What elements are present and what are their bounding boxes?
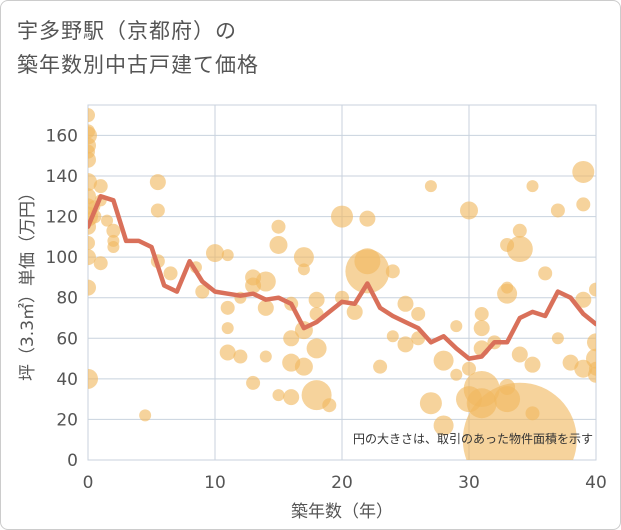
data-bubble — [433, 415, 454, 436]
data-bubble — [587, 333, 596, 352]
data-bubble — [220, 300, 235, 315]
data-bubble — [233, 349, 248, 364]
data-bubble — [462, 361, 476, 376]
data-bubble — [331, 205, 353, 228]
x-axis-title: 築年数（年） — [291, 502, 393, 522]
x-tick-label: 30 — [458, 473, 480, 493]
data-bubble — [149, 174, 166, 191]
data-bubble — [106, 223, 121, 238]
data-bubble — [150, 203, 165, 218]
y-tick-label: 20 — [56, 410, 78, 430]
data-bubble — [297, 263, 310, 276]
average-price-line — [88, 194, 596, 361]
x-tick-label: 10 — [204, 473, 226, 493]
data-bubble — [283, 389, 300, 406]
data-bubble — [246, 375, 261, 390]
x-tick-label: 40 — [585, 473, 607, 493]
data-bubble — [206, 244, 224, 263]
data-bubble — [524, 356, 541, 373]
data-bubble — [450, 320, 463, 333]
data-bubble — [255, 271, 276, 292]
data-bubble — [474, 306, 489, 321]
data-bubble — [195, 284, 210, 299]
data-bubble — [424, 180, 437, 193]
data-bubble — [450, 368, 463, 381]
data-bubble — [397, 336, 414, 353]
y-tick-label: 100 — [46, 248, 78, 268]
data-bubble — [411, 306, 426, 321]
data-bubble — [306, 338, 327, 359]
data-bubble — [294, 357, 313, 376]
data-bubble — [322, 398, 337, 413]
data-bubble — [473, 320, 490, 337]
data-bubble — [501, 281, 514, 294]
bubble-size-note: 円の大きさは、取引のあった物件面積を示す — [353, 431, 593, 446]
data-bubble — [101, 214, 114, 227]
data-bubble — [359, 210, 376, 227]
data-bubble — [107, 241, 120, 253]
y-tick-label: 0 — [67, 451, 78, 471]
data-bubble — [550, 203, 565, 218]
chart-title-line-2: 築年数別中古戸建て価格 — [17, 53, 259, 77]
data-bubble — [219, 344, 236, 361]
data-bubble — [257, 299, 274, 316]
x-tick-label: 0 — [83, 473, 94, 493]
data-bubble — [551, 332, 564, 345]
data-bubble — [506, 236, 533, 263]
data-bubble — [88, 368, 98, 389]
data-bubble — [525, 406, 540, 421]
data-bubble — [397, 295, 414, 312]
x-tick-label: 20 — [331, 473, 353, 493]
data-bubble — [526, 180, 539, 193]
y-tick-label: 40 — [56, 370, 78, 390]
data-bubble — [386, 330, 399, 343]
data-bubble — [221, 249, 234, 262]
data-bubble — [572, 160, 595, 183]
data-bubble — [588, 366, 596, 383]
data-bubble — [460, 201, 478, 220]
y-axis-title: 坪（3.3㎡）単価（万円） — [18, 184, 38, 381]
y-tick-label: 60 — [56, 329, 78, 349]
y-tick-label: 140 — [46, 167, 78, 187]
data-bubble — [373, 359, 388, 374]
data-bubble — [589, 282, 596, 297]
data-bubble — [462, 382, 577, 460]
y-tick-label: 80 — [56, 289, 78, 309]
data-bubble — [93, 179, 108, 194]
data-bubble — [271, 219, 286, 234]
data-bubble — [88, 108, 95, 123]
data-bubble — [88, 279, 96, 296]
data-bubble — [419, 392, 442, 415]
chart-title-line-1: 宇多野駅（京都府）の — [17, 19, 237, 43]
data-bubble — [385, 264, 400, 279]
data-bubble — [88, 249, 96, 266]
data-bubble — [346, 303, 363, 320]
data-bubble — [308, 291, 325, 308]
data-bubble — [538, 266, 553, 281]
y-tick-label: 160 — [46, 126, 78, 146]
bubble-layer — [88, 108, 596, 460]
data-bubble — [139, 409, 152, 422]
data-bubble — [575, 291, 592, 308]
data-bubble — [88, 124, 95, 139]
data-bubble — [433, 350, 454, 371]
data-bubble — [88, 235, 95, 250]
data-bubble — [511, 346, 528, 363]
data-bubble — [283, 330, 300, 347]
data-bubble — [293, 247, 314, 268]
chart-title: 宇多野駅（京都府）の 築年数別中古戸建て価格 — [17, 14, 259, 82]
data-bubble — [93, 256, 108, 271]
data-bubble — [576, 197, 591, 212]
data-bubble — [88, 188, 96, 205]
data-bubble — [221, 322, 234, 335]
data-bubble — [269, 235, 288, 254]
data-bubble — [163, 266, 178, 281]
data-bubble — [272, 389, 285, 402]
data-bubble — [259, 350, 272, 363]
data-bubble — [354, 248, 381, 275]
y-tick-label: 120 — [46, 208, 78, 228]
data-bubble — [512, 223, 527, 238]
